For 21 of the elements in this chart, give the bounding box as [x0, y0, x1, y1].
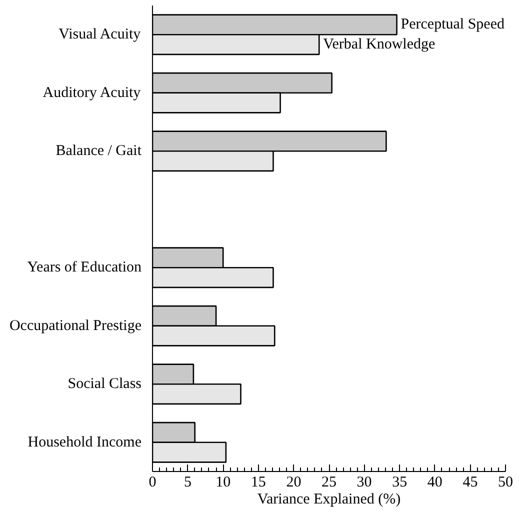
x-tick-label: 5	[184, 474, 192, 490]
x-tick-label: 45	[462, 474, 478, 490]
x-tick-label: 25	[322, 474, 336, 490]
x-tick-label: 40	[427, 474, 442, 490]
y-tick-label: Years of Education	[27, 260, 142, 276]
y-tick-label: Occupational Prestige	[9, 318, 142, 334]
y-tick-label: Social Class	[68, 376, 142, 392]
x-tick-label: 50	[498, 474, 513, 490]
x-tick-label: 10	[216, 474, 231, 490]
x-tick-label: 0	[148, 474, 156, 490]
x-tick-label: 20	[286, 474, 302, 490]
y-tick-label: Balance / Gait	[56, 143, 142, 160]
y-tick-label: Auditory Acuity	[42, 84, 142, 101]
y-tick-label: Visual Acuity	[58, 26, 142, 43]
series-label: Perceptual Speed	[400, 16, 505, 33]
series-label: Verbal Knowledge	[323, 36, 436, 53]
x-tick-label: 30	[356, 474, 372, 490]
x-axis-title: Variance Explained (%)	[257, 492, 401, 508]
x-tick-label: 35	[392, 474, 408, 490]
y-tick-label: Household Income	[28, 434, 142, 450]
x-tick-label: 15	[250, 474, 266, 490]
